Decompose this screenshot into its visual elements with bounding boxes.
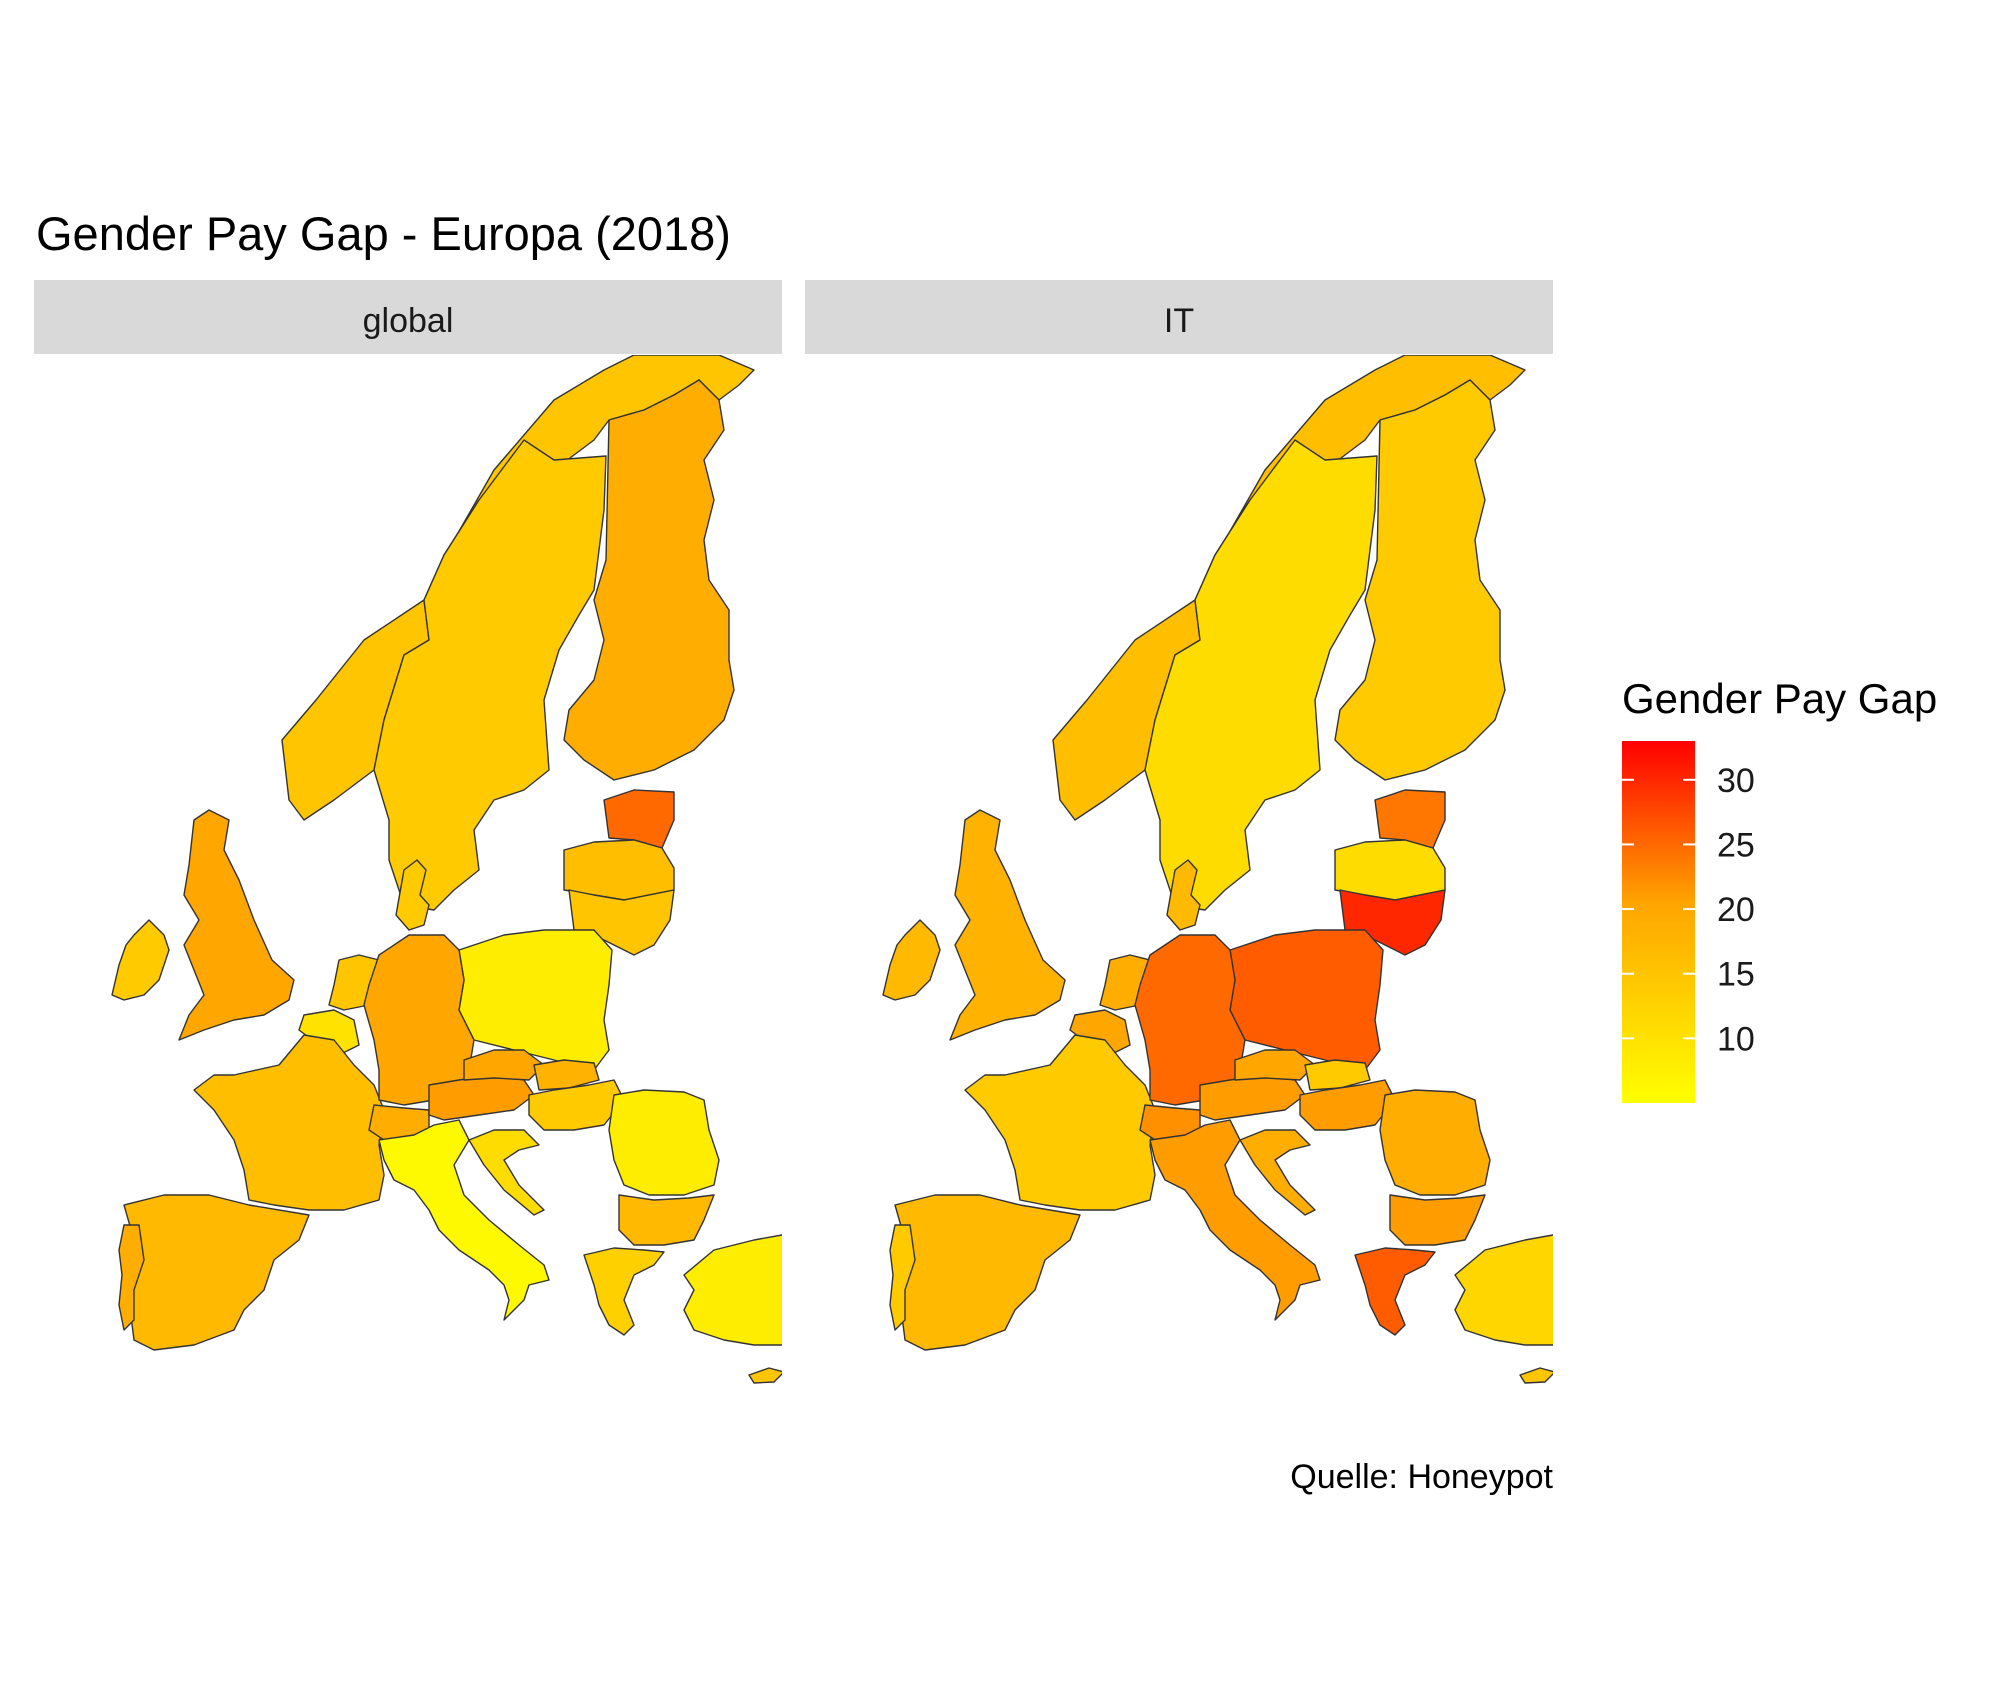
country-spain (894, 1194, 1081, 1351)
country-finland (1334, 379, 1506, 781)
facet-panel-global: global (34, 280, 782, 1384)
country-poland (1229, 929, 1384, 1071)
country-romania (1379, 1089, 1491, 1196)
legend: Gender Pay Gap 10 15 20 25 30 (1622, 675, 1937, 1103)
country-portugal (889, 1224, 916, 1331)
facet-label-it: IT (1164, 302, 1194, 340)
legend-tick-label: 15 (1717, 956, 1755, 994)
country-greece (583, 1247, 665, 1336)
country-belgium (1069, 1009, 1131, 1056)
country-estonia (603, 789, 675, 849)
country-france (193, 1034, 385, 1211)
country-austria (1199, 1074, 1306, 1121)
country-ireland (882, 919, 941, 1001)
country-uk (178, 809, 295, 1041)
country-latvia (563, 839, 675, 901)
country-belgium (298, 1009, 360, 1056)
country-bulgaria (1389, 1194, 1486, 1246)
country-croatia (468, 1129, 545, 1216)
legend-tick-label: 10 (1717, 1020, 1755, 1058)
country-cyprus (748, 1367, 782, 1384)
facet-panel-it: IT (805, 280, 1553, 1384)
country-germany (363, 934, 475, 1106)
country-ireland (111, 919, 170, 1001)
legend-tick-label: 25 (1717, 826, 1755, 864)
country-spain (123, 1194, 310, 1351)
caption: Quelle: Honeypot (1290, 1458, 1553, 1496)
country-turkey (1454, 1234, 1553, 1346)
facet-strip (34, 280, 782, 354)
country-finland (563, 379, 735, 781)
country-denmark (1166, 859, 1201, 931)
legend-ticks: 10 15 20 25 30 (1622, 762, 1755, 1058)
country-sweden (373, 439, 607, 911)
country-uk (949, 809, 1066, 1041)
country-croatia (1239, 1129, 1316, 1216)
country-estonia (1374, 789, 1446, 849)
map-global (111, 355, 782, 1384)
country-denmark (395, 859, 430, 931)
facet-strip (805, 280, 1553, 354)
map-it (882, 355, 1553, 1384)
country-italy (1149, 1119, 1321, 1321)
country-latvia (1334, 839, 1446, 901)
facet-label-global: global (363, 302, 454, 340)
legend-tick-label: 20 (1717, 891, 1755, 929)
plot-title: Gender Pay Gap - Europa (2018) (36, 207, 731, 260)
country-romania (608, 1089, 720, 1196)
country-slovakia (1304, 1059, 1371, 1091)
country-cyprus (1519, 1367, 1553, 1384)
legend-title: Gender Pay Gap (1622, 675, 1937, 722)
country-greece (1354, 1247, 1436, 1336)
legend-tick-label: 30 (1717, 762, 1755, 800)
country-france (964, 1034, 1156, 1211)
legend-colorbar (1622, 741, 1695, 1103)
country-poland (458, 929, 613, 1071)
country-bulgaria (618, 1194, 715, 1246)
country-turkey (683, 1234, 782, 1346)
country-sweden (1144, 439, 1378, 911)
country-slovakia (533, 1059, 600, 1091)
country-italy (378, 1119, 550, 1321)
country-portugal (118, 1224, 145, 1331)
country-austria (428, 1074, 535, 1121)
country-germany (1134, 934, 1246, 1106)
